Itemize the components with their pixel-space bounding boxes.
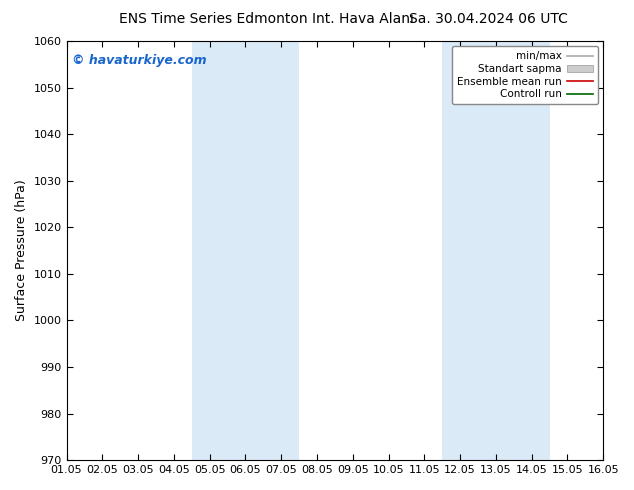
Text: Sa. 30.04.2024 06 UTC: Sa. 30.04.2024 06 UTC (409, 12, 567, 26)
Bar (191, 41, 299, 460)
Y-axis label: Surface Pressure (hPa): Surface Pressure (hPa) (15, 180, 28, 321)
Text: ENS Time Series Edmonton Int. Hava Alanı: ENS Time Series Edmonton Int. Hava Alanı (119, 12, 414, 26)
Text: © havaturkiye.com: © havaturkiye.com (72, 53, 207, 67)
Bar (442, 41, 550, 460)
Legend: min/max, Standart sapma, Ensemble mean run, Controll run: min/max, Standart sapma, Ensemble mean r… (451, 46, 598, 104)
